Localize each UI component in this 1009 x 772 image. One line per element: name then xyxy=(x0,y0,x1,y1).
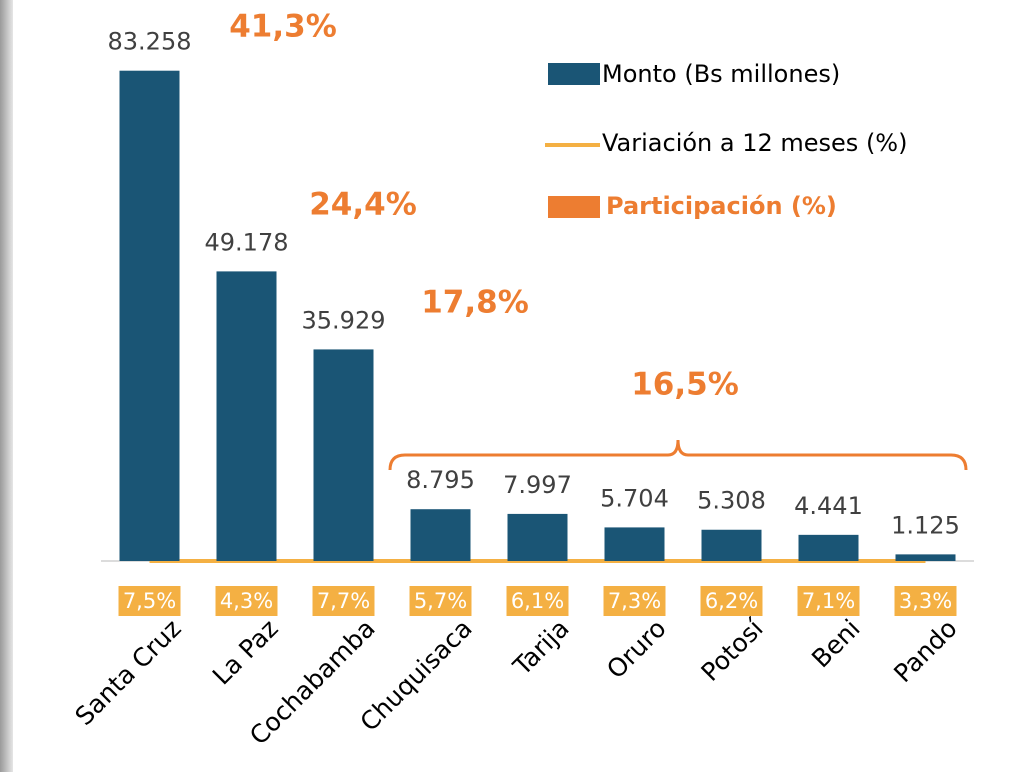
x-tick-label: Pando xyxy=(888,614,962,688)
variation-label: 7,5% xyxy=(123,589,176,613)
variation-label: 6,2% xyxy=(705,589,758,613)
variation-label: 7,7% xyxy=(317,589,370,613)
x-tick-label: Beni xyxy=(806,614,866,674)
variation-box xyxy=(797,586,860,616)
variation-box xyxy=(603,586,666,616)
value-label: 49.178 xyxy=(205,228,289,256)
side-border xyxy=(0,0,13,772)
x-tick-label: Santa Cruz xyxy=(69,614,186,731)
bar xyxy=(507,513,568,561)
bar xyxy=(410,509,471,561)
participation-label: 24,4% xyxy=(309,187,417,223)
variation-label: 5,7% xyxy=(414,589,467,613)
variation-box xyxy=(506,586,569,616)
bar xyxy=(313,349,374,561)
value-label: 5.308 xyxy=(697,487,766,515)
variation-box xyxy=(312,586,375,616)
variation-label: 6,1% xyxy=(511,589,564,613)
x-tick-label: La Paz xyxy=(207,614,284,691)
variation-label: 3,3% xyxy=(899,589,952,613)
variation-box xyxy=(215,586,278,616)
variation-box xyxy=(894,586,957,616)
value-label: 4.441 xyxy=(794,492,863,520)
legend-swatch xyxy=(548,196,600,218)
participation-label: 17,8% xyxy=(421,285,529,321)
legend-label: Variación a 12 meses (%) xyxy=(602,129,907,157)
variation-label: 7,3% xyxy=(608,589,661,613)
bar xyxy=(701,529,762,561)
bar xyxy=(895,554,956,561)
variation-box xyxy=(700,586,763,616)
bar xyxy=(798,534,859,561)
value-label: 8.795 xyxy=(406,466,475,494)
bar xyxy=(604,527,665,561)
value-label: 83.258 xyxy=(108,28,192,56)
variation-label: 7,1% xyxy=(802,589,855,613)
x-tick-label: Tarija xyxy=(507,614,575,682)
legend-label: Monto (Bs millones) xyxy=(602,60,840,88)
variation-box xyxy=(118,586,181,616)
variation-box xyxy=(409,586,472,616)
x-tick-label: Oruro xyxy=(601,614,672,685)
legend-label: Participación (%) xyxy=(606,192,837,220)
participation-label: 16,5% xyxy=(631,367,739,403)
bar xyxy=(216,271,277,561)
group-bracket xyxy=(388,439,968,471)
value-label: 1.125 xyxy=(891,511,960,539)
value-label: 35.929 xyxy=(302,306,386,334)
bar xyxy=(119,70,180,562)
participation-label: 41,3% xyxy=(229,9,337,45)
x-tick-label: Potosí xyxy=(695,613,769,687)
legend-swatch xyxy=(548,63,600,85)
value-label: 5.704 xyxy=(600,484,669,512)
value-label: 7.997 xyxy=(503,471,572,499)
variation-label: 4,3% xyxy=(220,589,273,613)
